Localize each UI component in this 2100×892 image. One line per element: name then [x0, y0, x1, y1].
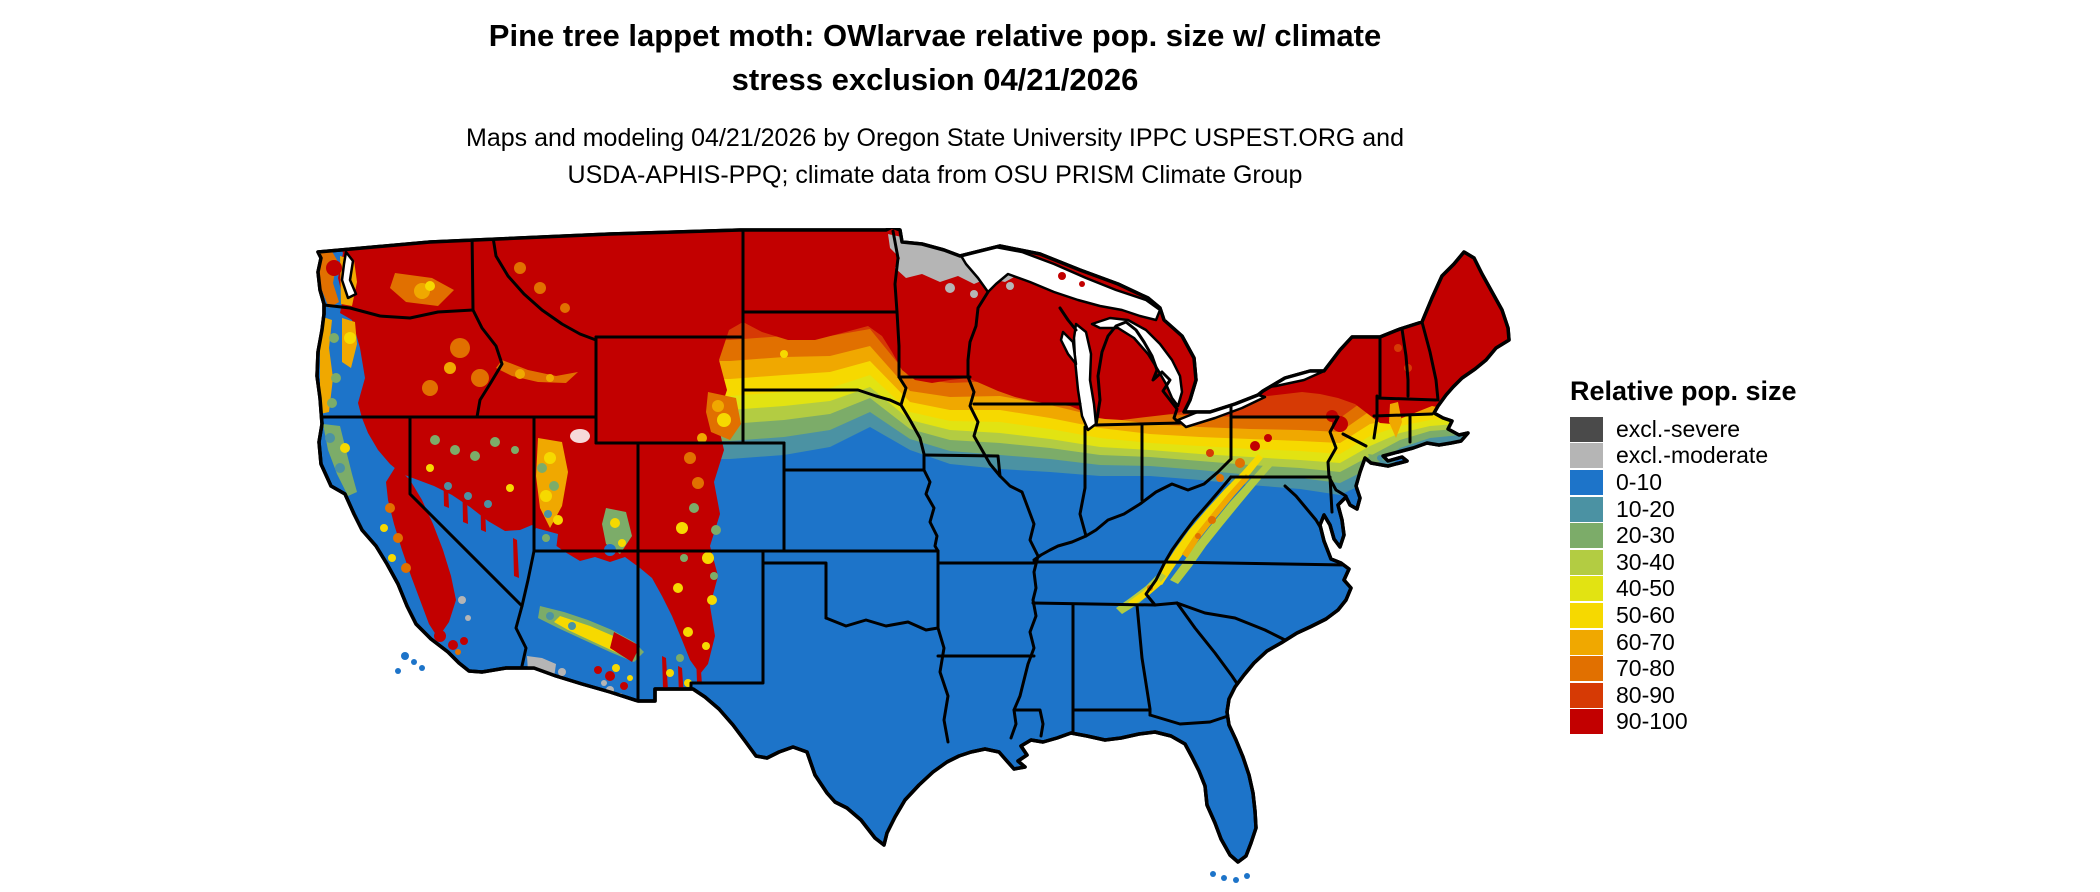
legend-item: 30-40: [1570, 549, 1990, 576]
legend-item: 70-80: [1570, 655, 1990, 682]
legend-items: excl.-severe excl.-moderate 0-10 10-20 20-30…: [1570, 416, 1990, 735]
legend-item: 20-30: [1570, 522, 1990, 549]
legend-label: excl.-severe: [1616, 415, 1740, 442]
legend-item: 50-60: [1570, 602, 1990, 629]
legend-item: 60-70: [1570, 629, 1990, 656]
legend-label: 90-100: [1616, 708, 1688, 735]
legend-item: 0-10: [1570, 469, 1990, 496]
title-line-1: Pine tree lappet moth: OWlarvae relative…: [488, 18, 1382, 53]
legend-swatch: [1570, 523, 1603, 549]
legend-item: 80-90: [1570, 682, 1990, 709]
legend-swatch: [1570, 602, 1603, 628]
state-borders: [320, 229, 1440, 744]
legend-label: 50-60: [1616, 601, 1675, 628]
legend-label: 30-40: [1616, 548, 1675, 575]
legend-item: 40-50: [1570, 576, 1990, 603]
legend-swatch: [1570, 549, 1603, 575]
legend-item: excl.-severe: [1570, 416, 1990, 443]
page-title: Pine tree lappet moth: OWlarvae relative…: [0, 14, 1870, 102]
legend-label: 60-70: [1616, 628, 1675, 655]
green-bay: [1059, 330, 1078, 366]
page-subtitle: Maps and modeling 04/21/2026 by Oregon S…: [0, 120, 1870, 194]
legend-label: 0-10: [1616, 468, 1663, 495]
legend-item: excl.-moderate: [1570, 443, 1990, 470]
legend: Relative pop. size excl.-severe excl.-mod…: [1570, 376, 1990, 735]
legend-label: 80-90: [1616, 681, 1675, 708]
title-line-2: stress exclusion 04/21/2026: [731, 62, 1139, 97]
legend-swatch: [1570, 656, 1603, 682]
us-outline-stroke: [315, 228, 1511, 864]
legend-swatch: [1570, 629, 1603, 655]
legend-swatch: [1570, 416, 1603, 442]
us-map: [315, 228, 1511, 883]
legend-swatch: [1570, 469, 1603, 495]
legend-swatch: [1570, 576, 1603, 602]
lake-huron: [1090, 316, 1184, 408]
legend-swatch: [1570, 496, 1603, 522]
offshore-islands: [395, 272, 1250, 883]
great-salt-lake: [570, 429, 590, 443]
subtitle-line-1: Maps and modeling 04/21/2026 by Oregon S…: [466, 124, 1404, 152]
legend-label: 20-30: [1616, 522, 1675, 549]
legend-swatch: [1570, 443, 1603, 469]
legend-item: 10-20: [1570, 496, 1990, 523]
legend-label: 10-20: [1616, 495, 1675, 522]
legend-swatch: [1570, 709, 1603, 735]
legend-label: 70-80: [1616, 655, 1675, 682]
lake-superior: [958, 244, 1162, 322]
puget-sound: [340, 250, 358, 300]
legend-title: Relative pop. size: [1570, 376, 1797, 406]
legend-item: 90-100: [1570, 709, 1990, 736]
legend-swatch: [1570, 682, 1603, 708]
legend-label: excl.-moderate: [1616, 442, 1769, 469]
subtitle-line-2: USDA-APHIS-PPQ; climate data from OSU PR…: [567, 161, 1303, 189]
legend-label: 40-50: [1616, 575, 1675, 602]
